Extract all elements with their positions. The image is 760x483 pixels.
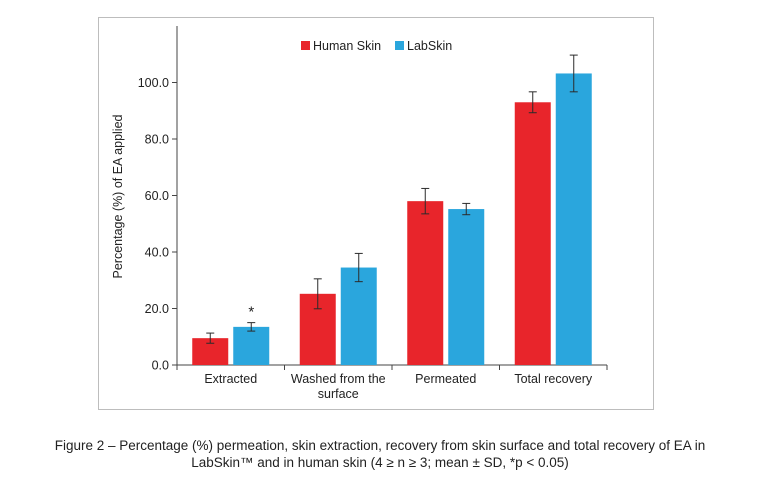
x-category-label: surface — [318, 387, 359, 401]
x-category-label: Washed from the — [291, 372, 386, 386]
figure-caption: Figure 2 – Percentage (%) permeation, sk… — [0, 437, 760, 471]
x-category-label: Extracted — [204, 372, 257, 386]
x-category-label: Permeated — [415, 372, 476, 386]
y-tick-label: 100.0 — [138, 76, 169, 90]
bar-human-skin — [407, 201, 444, 365]
chart-frame: 0.0 20.0 40.0 60.0 80.0 100.0 Percentage (%) o… — [98, 17, 654, 410]
bar-labskin — [340, 267, 377, 365]
legend-label: Human Skin — [313, 39, 381, 53]
y-tick-label: 60.0 — [145, 189, 169, 203]
legend-swatch-labskin — [395, 41, 404, 50]
y-tick-label: 80.0 — [145, 133, 169, 147]
bar-chart: 0.0 20.0 40.0 60.0 80.0 100.0 Percentage (%) o… — [111, 26, 608, 401]
y-axis-label: Percentage (%) of EA applied — [111, 114, 125, 278]
caption-line-1: Figure 2 – Percentage (%) permeation, sk… — [54, 438, 706, 453]
caption-line-2: LabSkin™ and in human skin (4 ≥ n ≥ 3; m… — [191, 455, 569, 470]
legend-swatch-human-skin — [301, 41, 310, 50]
bar-labskin — [233, 326, 270, 365]
legend-label: LabSkin — [407, 39, 452, 53]
bar-labskin — [448, 209, 485, 365]
y-tick-label: 20.0 — [145, 302, 169, 316]
bar-human-skin — [514, 102, 551, 366]
bar-labskin — [555, 73, 592, 366]
x-category-label: Total recovery — [514, 372, 593, 386]
significance-marker: * — [248, 304, 254, 321]
y-tick-label: 0.0 — [152, 359, 169, 373]
y-tick-label: 40.0 — [145, 246, 169, 260]
